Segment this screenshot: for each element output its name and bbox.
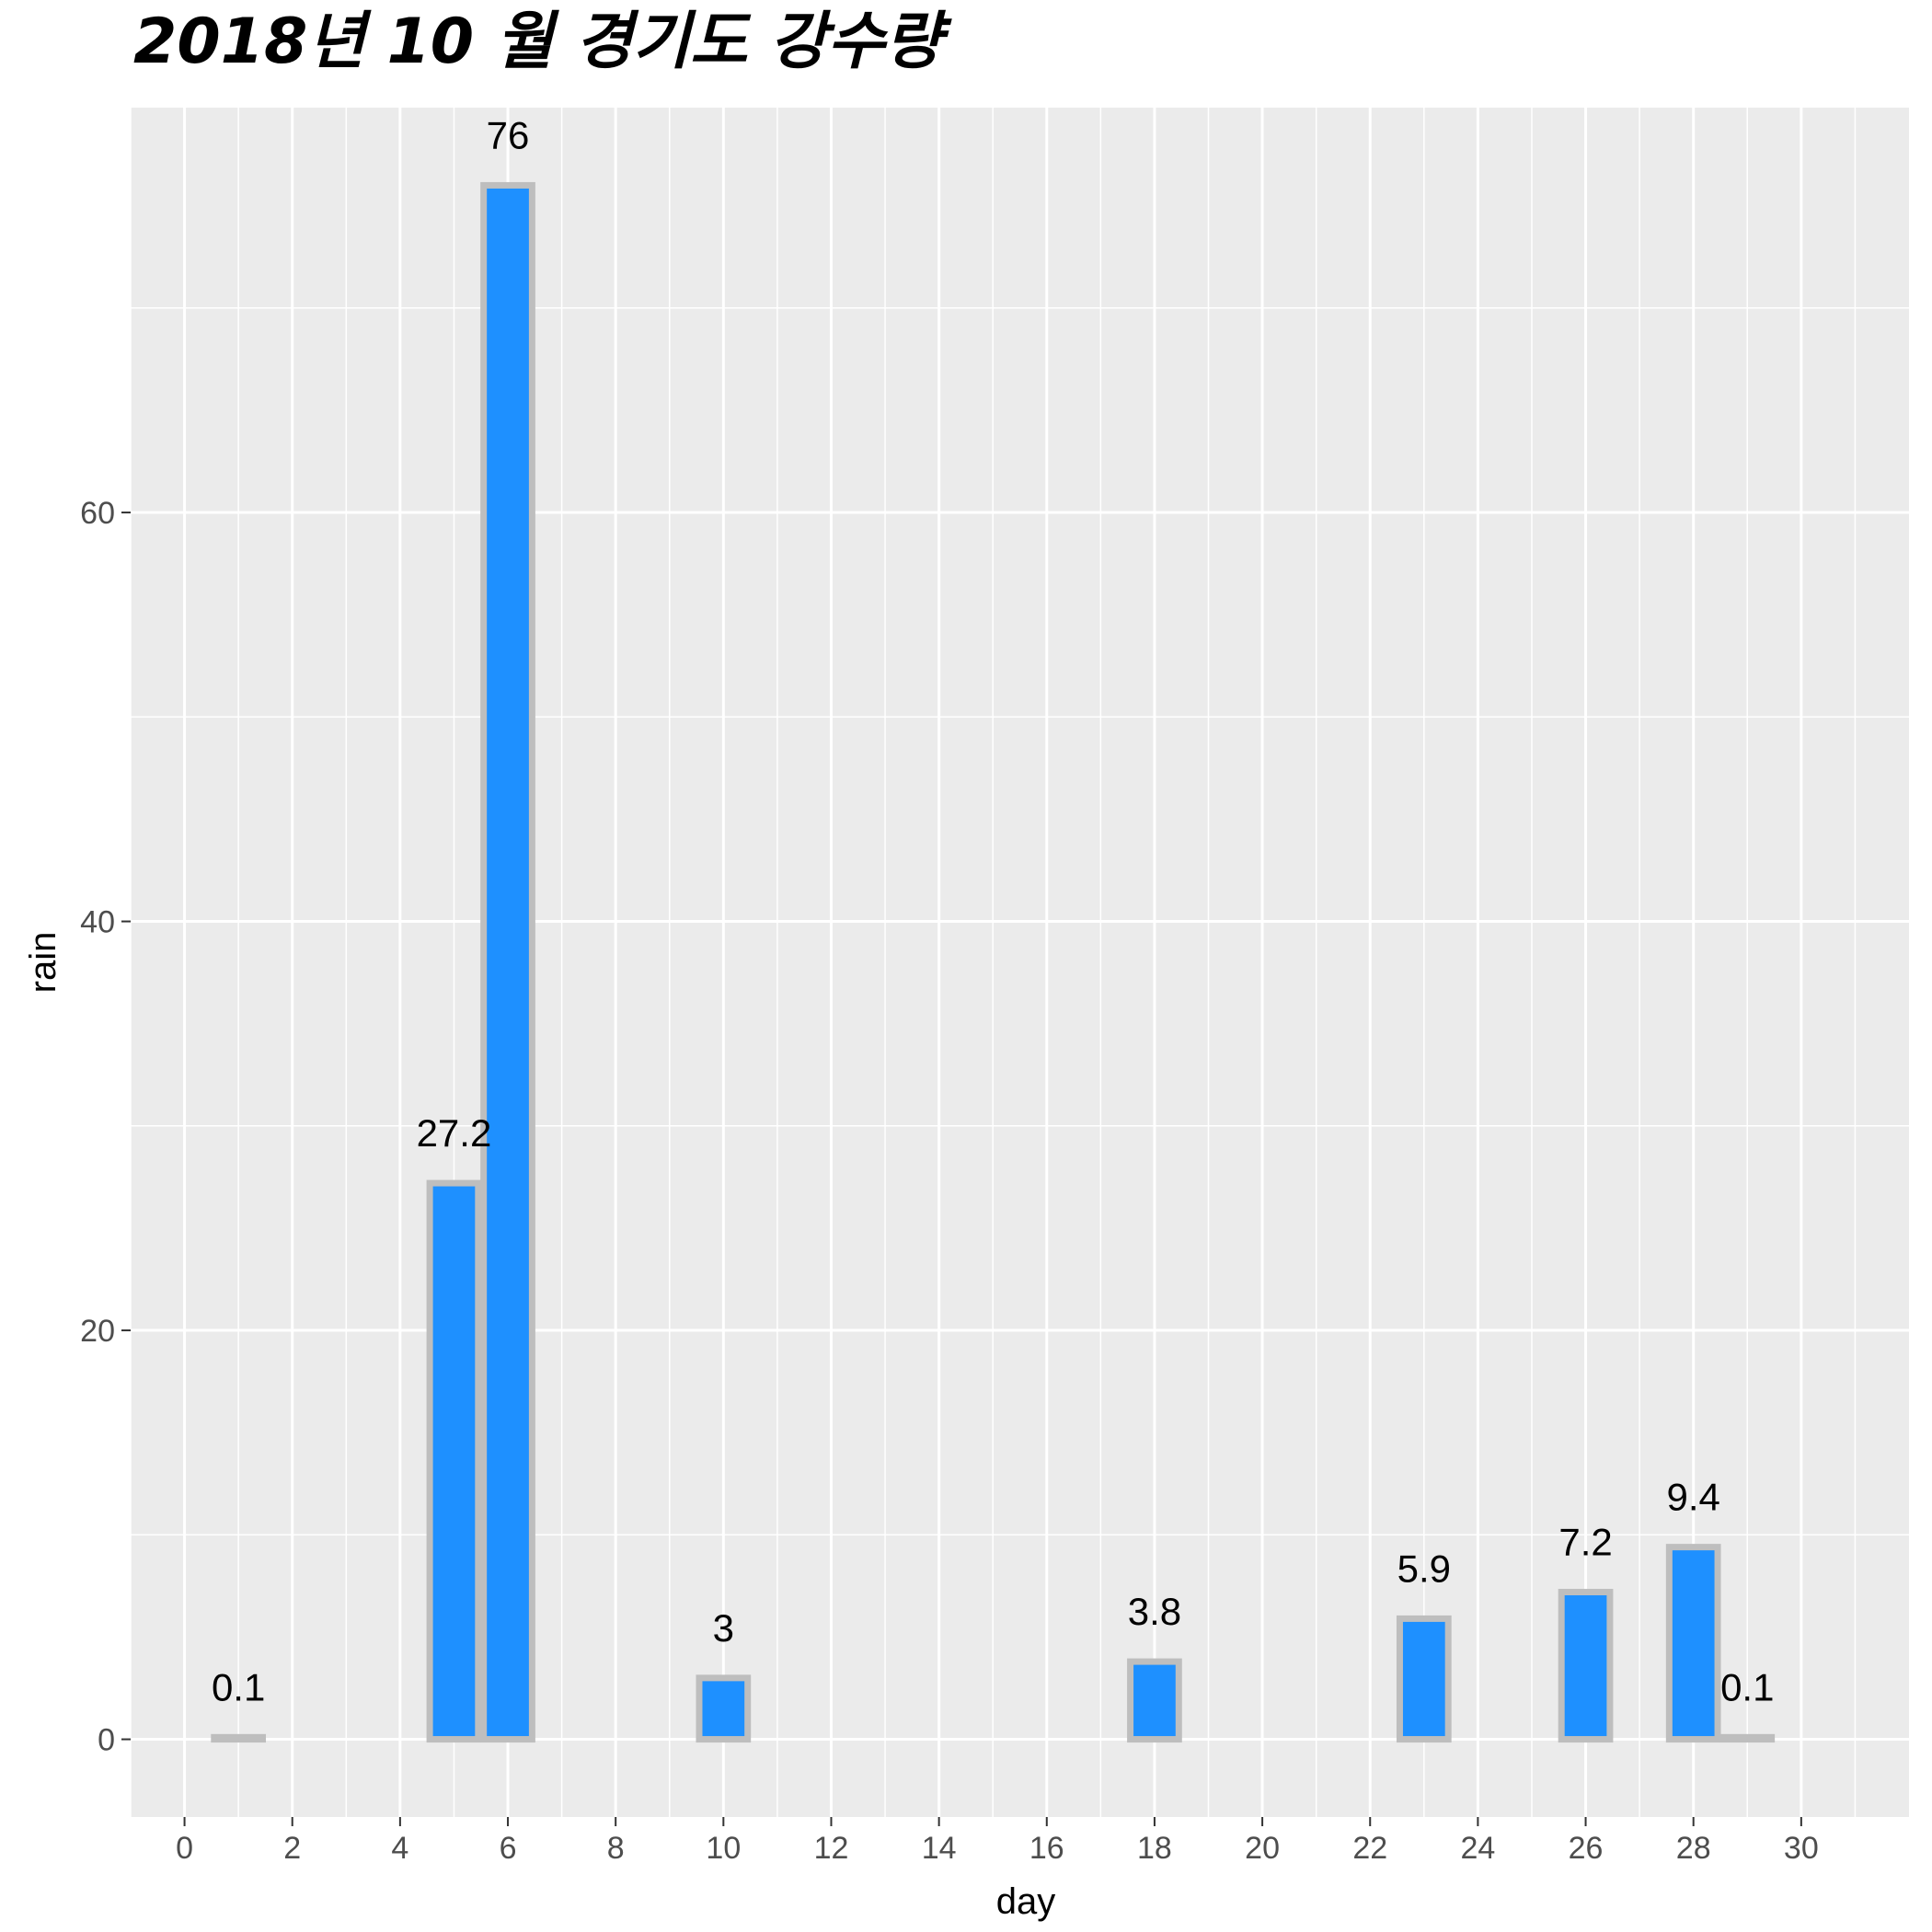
x-tick-label: 8: [607, 1831, 625, 1866]
x-tick-label: 20: [1245, 1831, 1280, 1866]
y-tick-label: 60: [80, 496, 115, 531]
data-labels: 0.1 27.2 76 3 3.8 5.9 7.2 9.4 0.1: [212, 113, 1775, 1708]
x-tick-label: 14: [922, 1831, 957, 1866]
y-axis-title: rain: [23, 932, 63, 994]
x-tick-label: 6: [500, 1831, 517, 1866]
data-label-day-23: 5.9: [1397, 1547, 1451, 1590]
y-axis: 0 20 40 60: [80, 496, 131, 1758]
chart-title: 2018년 10 월 경기도 강수량: [133, 6, 953, 78]
x-tick-label: 26: [1569, 1831, 1604, 1866]
x-axis-title: day: [996, 1881, 1056, 1922]
x-tick-label: 16: [1029, 1831, 1064, 1866]
x-axis: 0 2 4 6 8 10 12 14 16 18 20 22 24 26 28 30: [176, 1817, 1819, 1866]
x-tick-label: 30: [1784, 1831, 1819, 1866]
plot-panel: [131, 108, 1909, 1817]
x-tick-label: 2: [283, 1831, 301, 1866]
bar-day-6: [480, 181, 535, 1743]
x-tick-label: 12: [814, 1831, 849, 1866]
bar-day-18: [1127, 1658, 1182, 1743]
y-tick-label: 0: [98, 1723, 115, 1758]
x-tick-label: 28: [1676, 1831, 1711, 1866]
x-tick-label: 0: [176, 1831, 193, 1866]
data-label-day-10: 3: [713, 1606, 734, 1650]
y-tick-label: 40: [80, 905, 115, 940]
x-tick-label: 4: [391, 1831, 408, 1866]
bar-day-26: [1558, 1589, 1614, 1743]
bar-day-10: [696, 1674, 752, 1743]
data-label-day-28: 9.4: [1667, 1476, 1720, 1519]
bars: [211, 181, 1776, 1743]
x-tick-label: 22: [1352, 1831, 1387, 1866]
data-label-day-29: 0.1: [1720, 1665, 1774, 1708]
data-label-day-26: 7.2: [1558, 1521, 1612, 1564]
data-label-day-6: 76: [487, 113, 530, 156]
bar-day-23: [1396, 1615, 1452, 1743]
x-tick-label: 10: [706, 1831, 741, 1866]
bar-day-29: [1719, 1733, 1776, 1743]
bar-day-5: [426, 1179, 482, 1743]
bar-day-1: [211, 1733, 267, 1743]
x-tick-label: 24: [1460, 1831, 1495, 1866]
x-tick-label: 18: [1137, 1831, 1172, 1866]
y-tick-label: 20: [80, 1314, 115, 1349]
bar-day-28: [1665, 1544, 1721, 1743]
data-label-day-5: 27.2: [417, 1111, 492, 1155]
data-label-day-18: 3.8: [1128, 1590, 1181, 1633]
data-label-day-1: 0.1: [212, 1665, 265, 1708]
